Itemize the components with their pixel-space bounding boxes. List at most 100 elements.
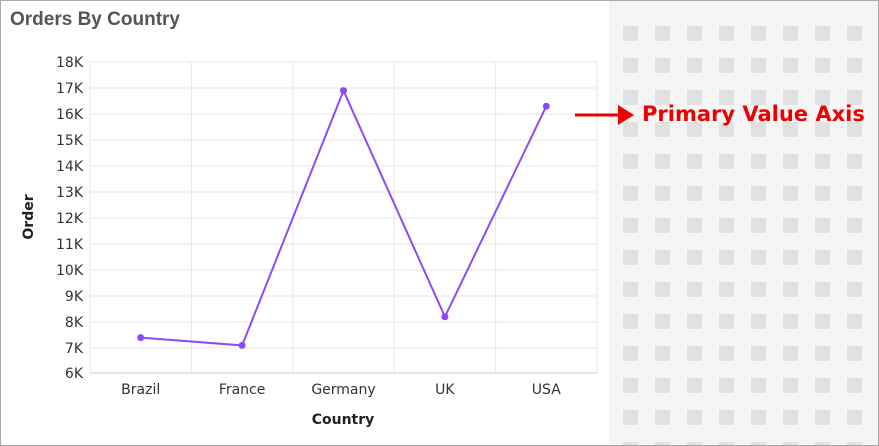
pattern-square	[719, 378, 734, 393]
y-axis-ticks: 6K 7K 8K 9K 10K 11K 12K 13K 14K 15K 16K 17K 18K	[56, 55, 84, 382]
pattern-square	[751, 90, 766, 105]
pattern-square	[687, 314, 702, 329]
pattern-square	[623, 218, 638, 233]
pattern-square	[783, 186, 798, 201]
pattern-square	[815, 154, 830, 169]
pattern-square	[847, 186, 862, 201]
pattern-square	[719, 314, 734, 329]
pattern-square	[751, 26, 766, 41]
pattern-square	[687, 346, 702, 361]
pattern-square	[687, 250, 702, 265]
pattern-square	[687, 218, 702, 233]
y-tick-label: 6K	[65, 366, 84, 382]
pattern-square	[719, 346, 734, 361]
pattern-square	[655, 378, 670, 393]
pattern-square	[687, 282, 702, 297]
y-tick-label: 13K	[56, 185, 84, 201]
pattern-square	[847, 346, 862, 361]
pattern-square	[751, 122, 766, 137]
pattern-square	[719, 90, 734, 105]
y-tick-label: 17K	[56, 81, 84, 97]
pattern-square	[783, 58, 798, 73]
pattern-square	[847, 122, 862, 137]
y-axis-title: Order	[21, 194, 37, 239]
pattern-square	[655, 218, 670, 233]
pattern-square	[847, 282, 862, 297]
y-tick-label: 15K	[56, 133, 84, 149]
pattern-square	[847, 90, 862, 105]
y-tick-label: 12K	[56, 211, 84, 227]
data-point[interactable]	[238, 341, 246, 349]
pattern-square	[847, 378, 862, 393]
pattern-square	[623, 186, 638, 201]
pattern-square	[783, 442, 798, 445]
pattern-square	[815, 122, 830, 137]
pattern-square	[623, 378, 638, 393]
pattern-square	[751, 378, 766, 393]
y-tick-label: 18K	[56, 55, 84, 71]
pattern-square	[815, 442, 830, 445]
chart-title: Orders By Country	[10, 9, 180, 30]
pattern-square	[847, 442, 862, 445]
pattern-square	[847, 26, 862, 41]
data-point[interactable]	[137, 334, 145, 342]
x-axis-title: Country	[312, 412, 375, 428]
y-tick-label: 7K	[65, 341, 84, 357]
data-point[interactable]	[542, 102, 550, 110]
pattern-square	[623, 154, 638, 169]
pattern-square	[815, 58, 830, 73]
pattern-square	[655, 410, 670, 425]
pattern-square	[655, 26, 670, 41]
pattern-square	[623, 26, 638, 41]
pattern-square	[655, 314, 670, 329]
property-panel-background	[609, 1, 878, 445]
y-tick-label: 16K	[56, 107, 84, 123]
pattern-square	[815, 26, 830, 41]
pattern-square	[783, 90, 798, 105]
pattern-square	[847, 58, 862, 73]
pattern-square	[719, 282, 734, 297]
pattern-square	[783, 378, 798, 393]
pattern-square	[655, 346, 670, 361]
grid-lines	[89, 61, 598, 374]
arrow-right-icon	[575, 105, 634, 125]
x-tick-label: USA	[532, 382, 561, 398]
y-tick-label: 10K	[56, 263, 84, 279]
pattern-square	[847, 314, 862, 329]
pattern-square	[751, 314, 766, 329]
pattern-square	[815, 282, 830, 297]
pattern-square	[655, 58, 670, 73]
pattern-square	[815, 90, 830, 105]
pattern-square	[783, 282, 798, 297]
y-tick-label: 8K	[65, 315, 84, 331]
pattern-square	[623, 58, 638, 73]
data-point[interactable]	[340, 87, 347, 95]
pattern-square	[847, 154, 862, 169]
pattern-square	[719, 442, 734, 445]
x-tick-label: Germany	[311, 382, 375, 398]
data-point[interactable]	[441, 313, 449, 321]
pattern-square	[847, 218, 862, 233]
pattern-square	[623, 122, 638, 137]
pattern-square	[655, 154, 670, 169]
pattern-square	[687, 442, 702, 445]
pattern-square	[783, 26, 798, 41]
pattern-square	[719, 154, 734, 169]
pattern-square	[815, 346, 830, 361]
pattern-square	[623, 346, 638, 361]
pattern-square	[687, 58, 702, 73]
pattern-square	[815, 314, 830, 329]
pattern-square	[687, 154, 702, 169]
pattern-square	[655, 90, 670, 105]
series-line-layer	[137, 87, 550, 349]
pattern-square	[719, 250, 734, 265]
pattern-square	[815, 186, 830, 201]
pattern-square	[687, 26, 702, 41]
pattern-square	[847, 250, 862, 265]
pattern-square	[815, 378, 830, 393]
pattern-square	[687, 410, 702, 425]
pattern-square	[815, 410, 830, 425]
y-tick-label: 9K	[65, 289, 84, 305]
pattern-square	[719, 186, 734, 201]
